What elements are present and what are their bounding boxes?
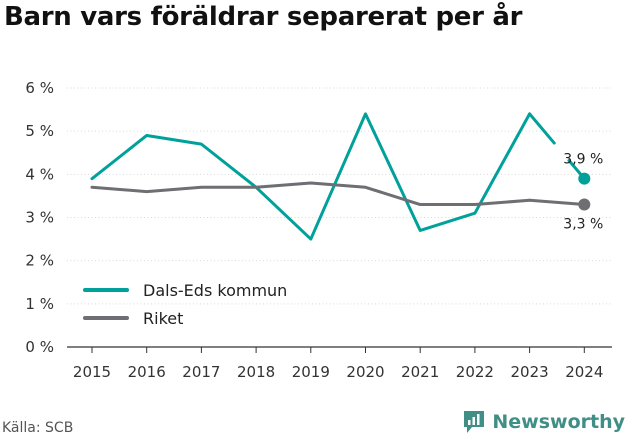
brand-name: Newsworthy <box>492 411 625 433</box>
x-tick-label: 2020 <box>346 363 384 381</box>
legend-label-1: Riket <box>143 309 183 328</box>
x-tick-label: 2019 <box>292 363 330 381</box>
x-tick-label: 2024 <box>565 363 603 381</box>
legend-label-0: Dals-Eds kommun <box>143 281 287 300</box>
newsworthy-logo-icon <box>464 411 485 433</box>
x-tick-label: 2016 <box>128 363 166 381</box>
series-end-point-1 <box>578 198 591 211</box>
x-tick-label: 2017 <box>182 363 220 381</box>
series-line-1 <box>90 181 532 207</box>
y-tick-label: 4 % <box>25 165 54 183</box>
axis-layer: 0 % 1 % 2 % 3 % 4 % 5 % 6 % 2015 2016 2017 2018 201… <box>25 79 612 381</box>
series-line-0 <box>90 112 532 241</box>
y-tick-label: 0 % <box>25 338 54 356</box>
y-tick-label: 2 % <box>25 252 54 270</box>
x-tick-label: 2022 <box>456 363 494 381</box>
end-labels: 3,9 % 3,3 % <box>563 152 603 233</box>
y-tick-label: 3 % <box>25 209 54 227</box>
brand-logo[interactable]: Newsworthy <box>462 409 625 435</box>
series-layer <box>90 112 591 241</box>
y-tick-label: 6 % <box>25 79 54 97</box>
source-note: Källa: SCB <box>2 420 74 436</box>
x-tick-label: 2018 <box>237 363 275 381</box>
series-connector-0 <box>528 112 556 145</box>
x-tick-label: 2021 <box>401 363 439 381</box>
series-end-label-0: 3,9 % <box>563 152 603 168</box>
y-tick-label: 1 % <box>25 295 54 313</box>
series-end-point-0 <box>578 172 591 185</box>
series-connector-1 <box>528 198 586 207</box>
series-end-label-1: 3,3 % <box>563 217 603 233</box>
x-tick-label: 2015 <box>73 363 111 381</box>
grid-layer <box>67 87 612 305</box>
y-tick-label: 5 % <box>25 122 54 140</box>
legend: Dals-Eds kommun Riket <box>83 281 287 328</box>
chart-title: Barn vars föräldrar separerat per år <box>4 2 523 32</box>
x-tick-label: 2023 <box>511 363 549 381</box>
